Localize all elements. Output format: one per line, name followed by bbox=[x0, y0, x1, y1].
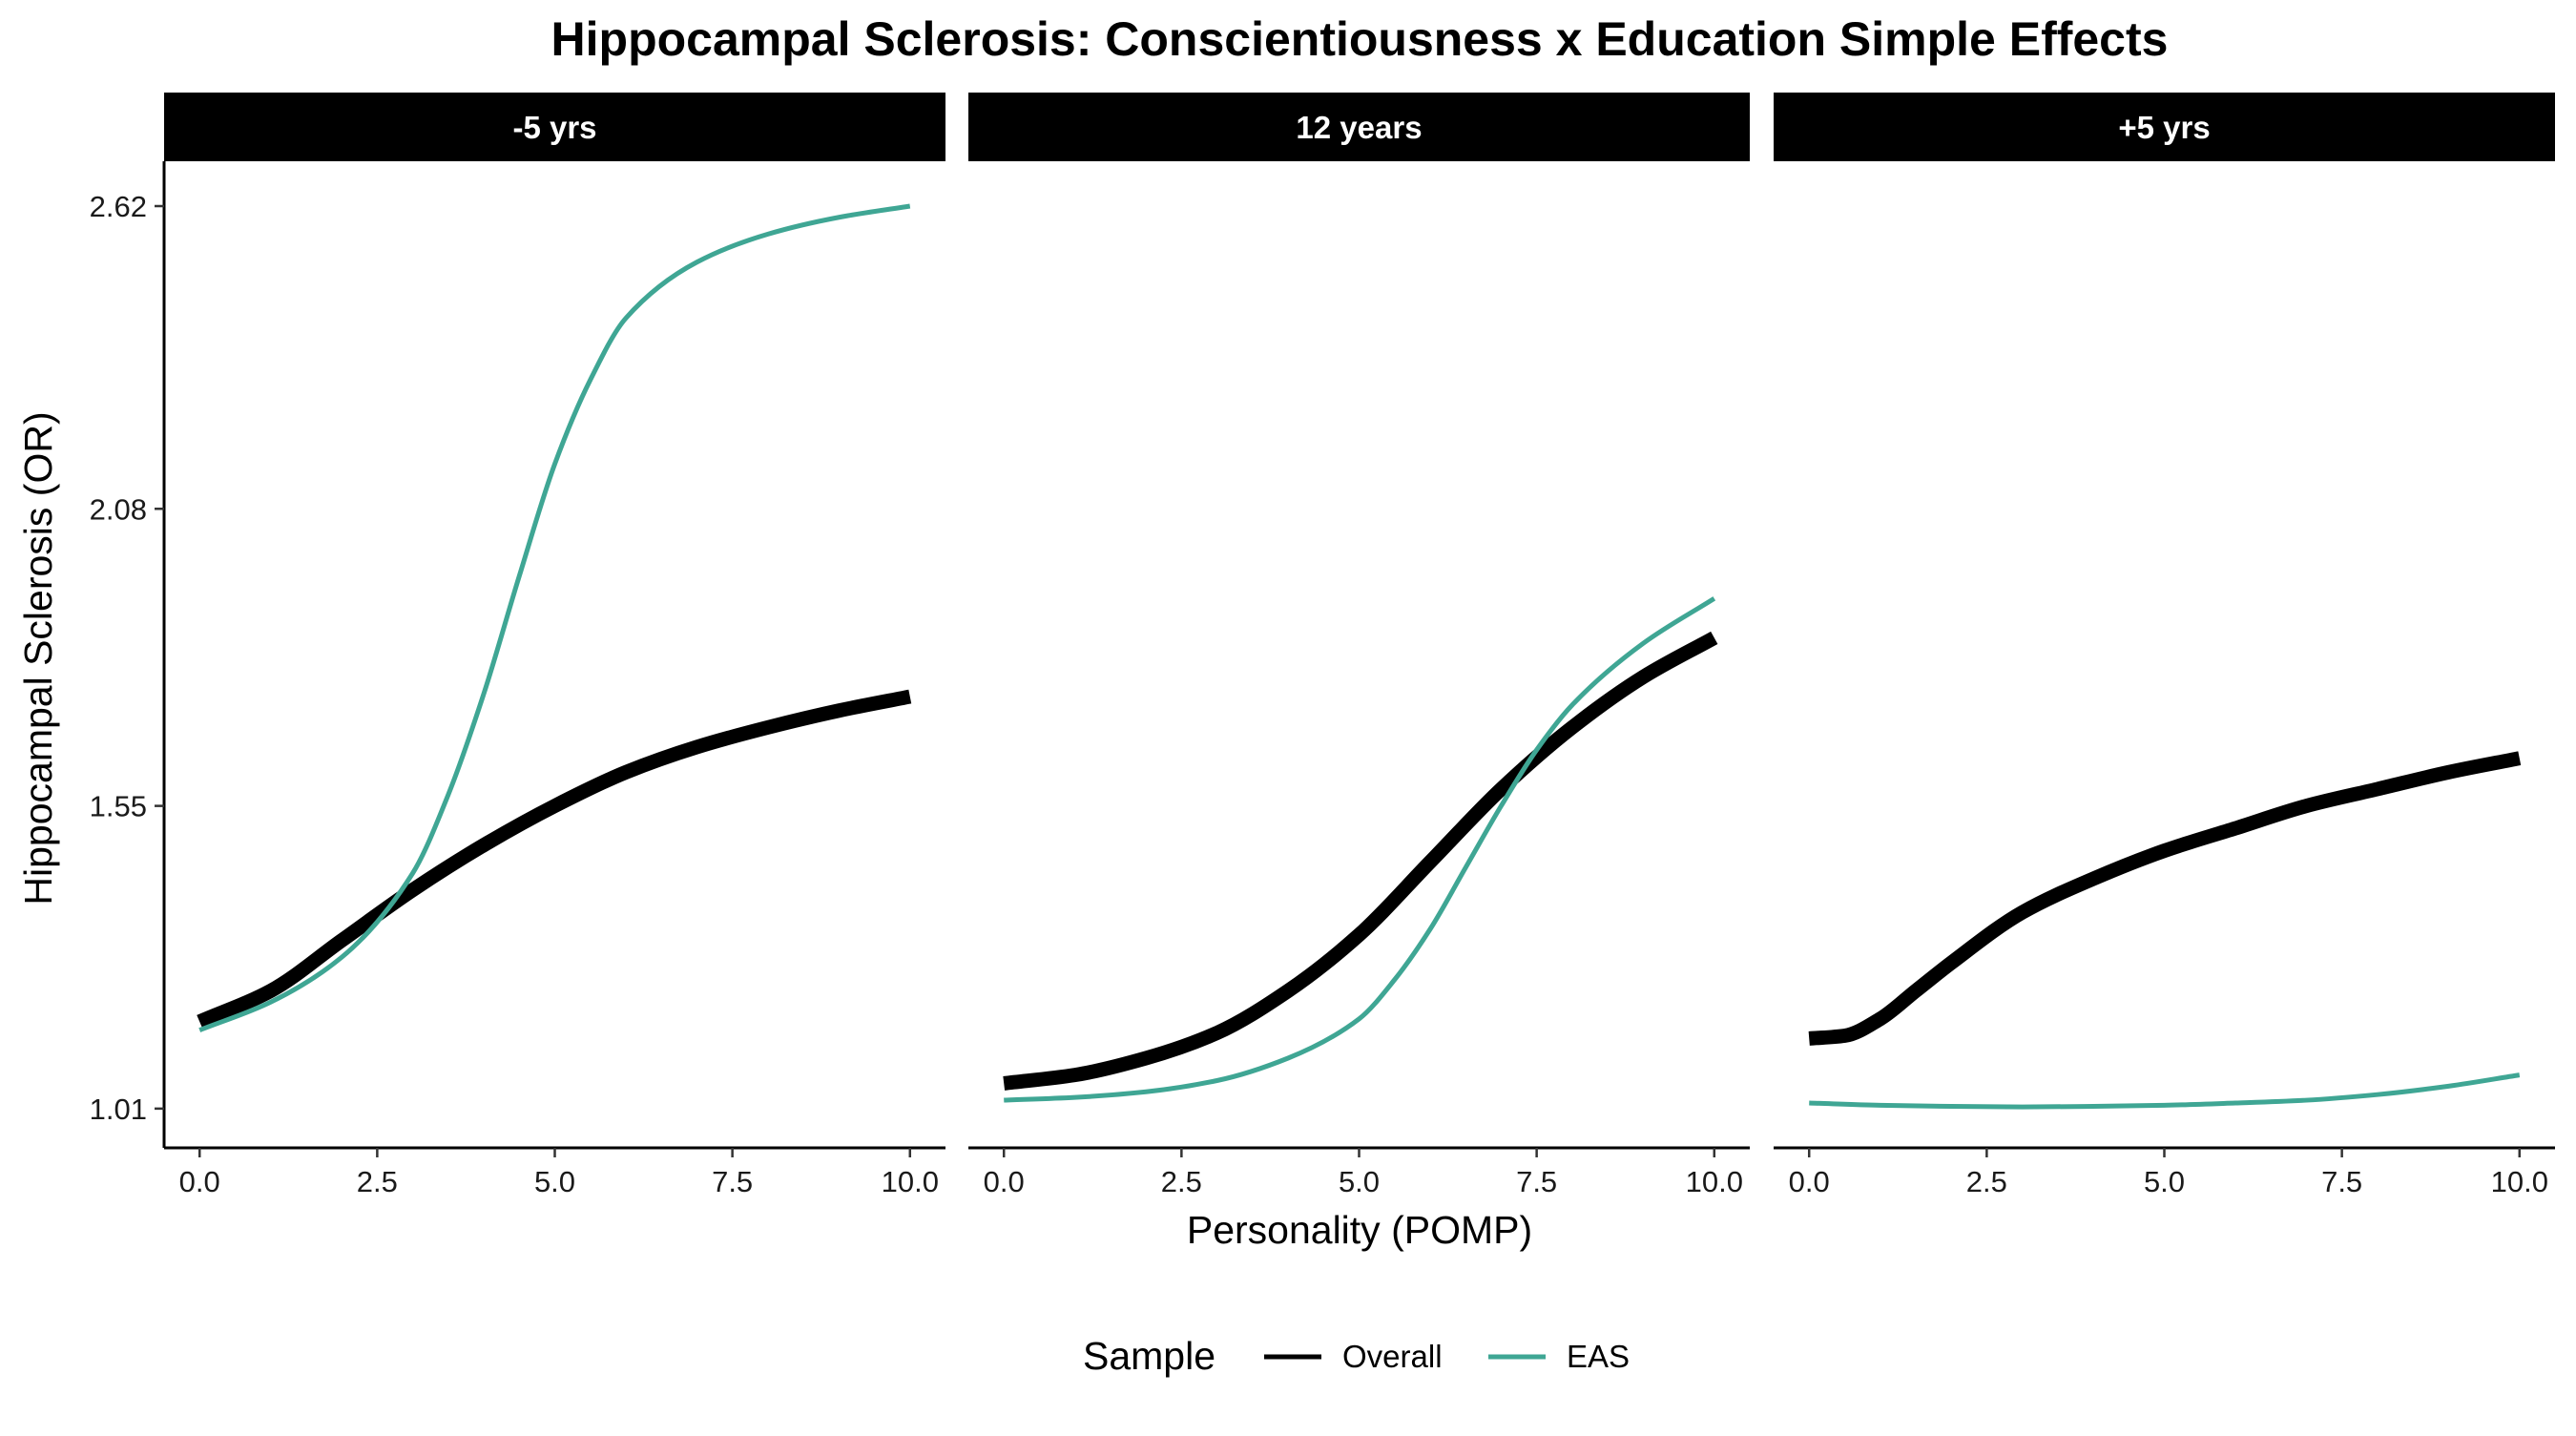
legend-label-eas: EAS bbox=[1567, 1339, 1630, 1374]
x-tick-label: 10.0 bbox=[2491, 1165, 2548, 1198]
x-tick-label: 2.5 bbox=[1966, 1165, 2007, 1198]
facet-strip-label: 12 years bbox=[1296, 110, 1422, 145]
series-line-overall bbox=[1808, 751, 2522, 1046]
facet-strip bbox=[164, 93, 945, 161]
x-tick-label: 5.0 bbox=[1339, 1165, 1380, 1198]
x-tick-label: 10.0 bbox=[882, 1165, 939, 1198]
panel-1: -5 yrs 1.01 1.55 2.08 2.62 0.0 2.5 5.0 7.5 10.0 bbox=[90, 93, 945, 1198]
y-tick-label: 1.01 bbox=[90, 1093, 147, 1126]
facet-strip-label: +5 yrs bbox=[2118, 110, 2210, 145]
x-tick-label: 2.5 bbox=[357, 1165, 398, 1198]
panel-2: 12 years 0.0 2.5 5.0 7.5 10.0 bbox=[968, 93, 1750, 1198]
y-tick-label: 1.55 bbox=[90, 790, 147, 823]
x-axis-title: Personality (POMP) bbox=[1187, 1208, 1532, 1252]
x-tick-label: 0.0 bbox=[984, 1165, 1025, 1198]
x-tick-label: 2.5 bbox=[1161, 1165, 1202, 1198]
legend-title: Sample bbox=[1083, 1334, 1215, 1378]
series-line-eas bbox=[1004, 596, 1716, 1103]
x-tick-label: 7.5 bbox=[712, 1165, 753, 1198]
x-tick-label: 5.0 bbox=[534, 1165, 575, 1198]
series-line-overall bbox=[1003, 631, 1718, 1091]
panel-3: +5 yrs 0.0 2.5 5.0 7.5 10.0 bbox=[1774, 93, 2555, 1198]
x-tick-label: 0.0 bbox=[179, 1165, 220, 1198]
x-tick-label: 10.0 bbox=[1686, 1165, 1743, 1198]
facet-strip-label: -5 yrs bbox=[512, 110, 596, 145]
x-tick-label: 5.0 bbox=[2144, 1165, 2185, 1198]
series-line-overall bbox=[197, 689, 912, 1029]
y-tick-label: 2.08 bbox=[90, 492, 147, 526]
facet-strip bbox=[968, 93, 1750, 161]
series-line-eas bbox=[1809, 1072, 2521, 1110]
legend: Sample Overall EAS bbox=[1083, 1334, 1630, 1378]
chart-title: Hippocampal Sclerosis: Conscientiousness… bbox=[551, 12, 2169, 66]
legend-label-overall: Overall bbox=[1342, 1339, 1443, 1374]
x-tick-label: 7.5 bbox=[2321, 1165, 2362, 1198]
x-tick-label: 7.5 bbox=[1516, 1165, 1557, 1198]
y-tick-label: 2.62 bbox=[90, 190, 147, 223]
facet-strip bbox=[1774, 93, 2555, 161]
series-line-eas bbox=[198, 203, 911, 1032]
x-tick-label: 0.0 bbox=[1789, 1165, 1830, 1198]
y-axis-title: Hippocampal Sclerosis (OR) bbox=[16, 411, 60, 905]
